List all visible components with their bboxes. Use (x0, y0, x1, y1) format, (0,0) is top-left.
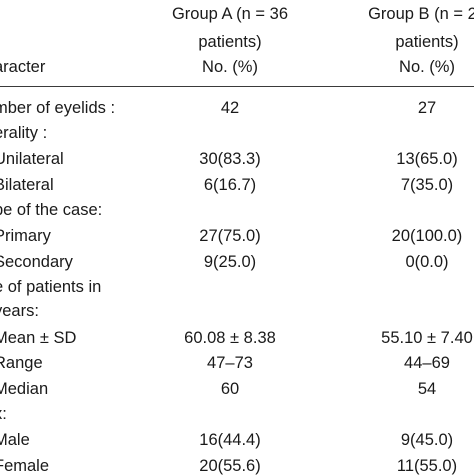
table-row-label: x: (0, 405, 7, 423)
table-cell-a: 30(83.3) (199, 150, 261, 168)
table-cell-b: 11(55.0) (396, 457, 458, 475)
table-cell-b: 44–69 (404, 354, 450, 372)
table-row-label: Female (0, 457, 50, 475)
group-b-header-line3: No. (%) (399, 58, 455, 76)
group-a-header-line2: patients) (198, 33, 262, 51)
header-rule (0, 86, 474, 87)
table-cell-b: 13(65.0) (396, 150, 458, 168)
table-cell-a: 60.08 ± 8.38 (184, 329, 276, 347)
table-cell-a: 20(55.6) (199, 457, 261, 475)
table-cell-b: 55.10 ± 7.40 (381, 329, 473, 347)
table-cell-b: 9(45.0) (400, 431, 454, 449)
group-b-header-line2: patients) (395, 33, 459, 51)
table-row-label: Secondary (0, 253, 73, 271)
table-row-label: Male (0, 431, 30, 449)
table-cell-a: 60 (220, 380, 240, 398)
group-a-header-line3: No. (%) (202, 58, 258, 76)
table-cell-b: 27 (417, 99, 437, 117)
table-row-label: e of patients in (0, 278, 102, 296)
table-row-label: be of the case: (0, 201, 103, 219)
table-row-label: years: (0, 302, 39, 320)
table-cell-b: 7(35.0) (400, 176, 454, 194)
table-row-label: Range (0, 354, 43, 372)
table-cell-a: 9(25.0) (203, 253, 257, 271)
table-cell-a: 16(44.4) (199, 431, 261, 449)
character-header: aracter (0, 58, 46, 76)
table-row-label: Bilateral (0, 176, 54, 194)
group-a-header-line1: Group A (n = 36 (171, 5, 289, 23)
table-cell-a: 47–73 (207, 354, 253, 372)
table-cell-b: 54 (417, 380, 437, 398)
table-cell-b: 0(0.0) (405, 253, 449, 271)
table-cell-a: 6(16.7) (203, 176, 257, 194)
table-row-label: Median (0, 380, 49, 398)
table-row-label: Mean ± SD (0, 329, 77, 347)
table-cell-a: 27(75.0) (199, 227, 261, 245)
group-b-header-line1: Group B (n = 20 (368, 5, 474, 23)
table-row-label: erality : (0, 124, 48, 142)
table-row-label: mber of eyelids : (0, 99, 116, 117)
table-cell-a: 42 (220, 99, 240, 117)
table-row-label: Unilateral (0, 150, 64, 168)
table-cell-b: 20(100.0) (391, 227, 463, 245)
table-row-label: Primary (0, 227, 51, 245)
